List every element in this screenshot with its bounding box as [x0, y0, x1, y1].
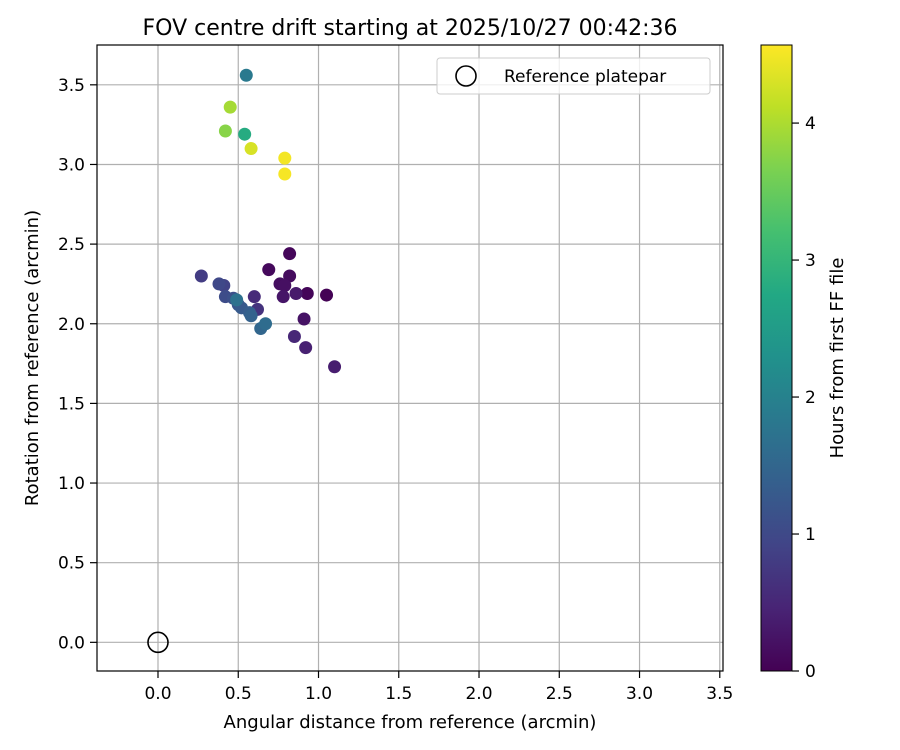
data-point: [262, 263, 276, 277]
grid: [97, 45, 723, 671]
y-axis-label: Rotation from reference (arcmin): [22, 210, 43, 506]
data-point: [300, 286, 314, 300]
data-point: [239, 68, 253, 82]
x-tick-label: 2.5: [546, 684, 573, 704]
colorbar-tick-label: 4: [805, 114, 816, 134]
data-point: [278, 151, 292, 165]
data-point: [278, 167, 292, 181]
data-points: [194, 68, 342, 374]
data-point: [218, 124, 232, 138]
x-tick-label: 3.5: [706, 684, 733, 704]
legend-box: [436, 57, 711, 95]
data-point: [320, 288, 334, 302]
data-point: [283, 247, 297, 261]
data-point: [247, 290, 261, 304]
data-point: [297, 312, 311, 326]
plot-frame: [96, 44, 724, 672]
chart-title: FOV centre drift starting at 2025/10/27 …: [143, 16, 678, 41]
colorbar-tick-label: 2: [805, 388, 816, 408]
colorbar-label: Hours from first FF file: [827, 258, 848, 459]
data-point: [244, 142, 258, 156]
reference-layer: [147, 631, 169, 654]
y-tick-label: 2.5: [58, 235, 85, 255]
legend-marker-open-circle: [455, 65, 477, 87]
reference-platepar-point: [147, 631, 169, 654]
data-point: [289, 286, 303, 300]
data-point: [287, 329, 301, 343]
colorbar-tick-label: 1: [805, 525, 816, 545]
x-axis-ticks: 0.0 0.5 1.0 1.5 2.0 2.5 3.0 3.5: [144, 671, 733, 704]
data-point: [223, 100, 237, 114]
y-tick-label: 1.0: [58, 474, 85, 494]
x-tick-label: 3.0: [626, 684, 653, 704]
y-tick-label: 0.5: [58, 554, 85, 574]
colorbar-tick-label: 0: [805, 662, 816, 682]
data-point: [276, 290, 290, 304]
data-point: [259, 317, 273, 331]
y-tick-label: 2.0: [58, 315, 85, 335]
x-tick-label: 1.5: [385, 684, 412, 704]
data-point: [299, 341, 313, 355]
y-tick-label: 1.5: [58, 394, 85, 414]
legend-label: Reference platepar: [504, 67, 666, 87]
colorbar-tick-label: 3: [805, 251, 816, 271]
y-tick-label: 0.0: [58, 633, 85, 653]
colorbar: 0 1 2 3 4 Hours from first FF file: [760, 44, 848, 682]
data-point: [278, 279, 292, 293]
colorbar-gradient: [760, 44, 793, 672]
data-point: [244, 309, 258, 323]
y-axis-ticks: 0.0 0.5 1.0 1.5 2.0 2.5 3.0 3.5: [58, 76, 97, 653]
data-point: [238, 127, 252, 141]
x-tick-label: 2.0: [465, 684, 492, 704]
colorbar-ticks: 0 1 2 3 4: [792, 114, 816, 682]
y-tick-label: 3.5: [58, 76, 85, 96]
x-tick-label: 1.0: [305, 684, 332, 704]
data-point: [328, 360, 342, 374]
data-point: [212, 277, 226, 291]
data-point: [230, 293, 244, 307]
legend: Reference platepar: [436, 57, 711, 95]
x-tick-label: 0.0: [144, 684, 171, 704]
y-tick-label: 3.0: [58, 155, 85, 175]
x-axis-label: Angular distance from reference (arcmin): [224, 712, 597, 733]
x-tick-label: 0.5: [225, 684, 252, 704]
data-point: [194, 269, 208, 283]
